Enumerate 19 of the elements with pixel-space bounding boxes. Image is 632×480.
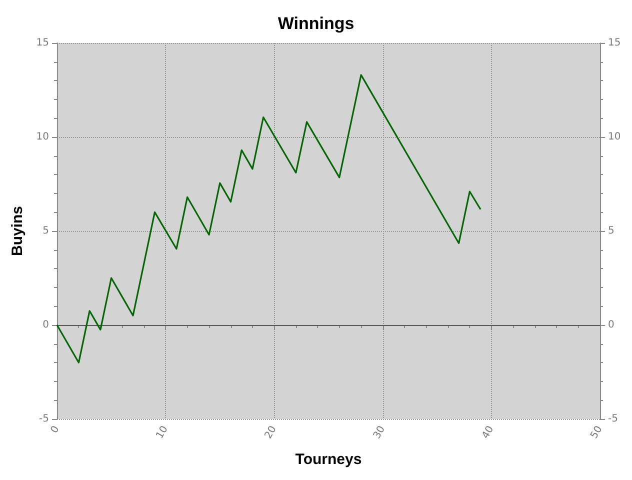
y-tick-label: 10 [36,132,49,142]
y2-tick-label: -5 [608,414,618,424]
y-axis-title: Buyins [9,206,26,256]
y2-tick-label: 10 [608,132,621,142]
y2-tick-label: 15 [608,38,621,48]
x-axis-title: Tourneys [295,451,362,468]
x-tick-label: 40 [480,424,496,441]
line-series [56,74,482,364]
y2-tick-label: 5 [608,226,614,236]
y-tick-label: 5 [42,226,49,236]
x-tick-label: 10 [154,424,170,441]
y-tick-label: 15 [36,38,49,48]
y-tick-label: 0 [42,320,49,330]
x-tick-label: 50 [588,424,605,441]
chart-title: Winnings [278,14,354,33]
x-tick-label: 20 [263,424,279,441]
x-tick-label: 30 [372,424,388,441]
y2-tick-label: 0 [608,320,614,330]
y-tick-label: -5 [39,414,49,424]
